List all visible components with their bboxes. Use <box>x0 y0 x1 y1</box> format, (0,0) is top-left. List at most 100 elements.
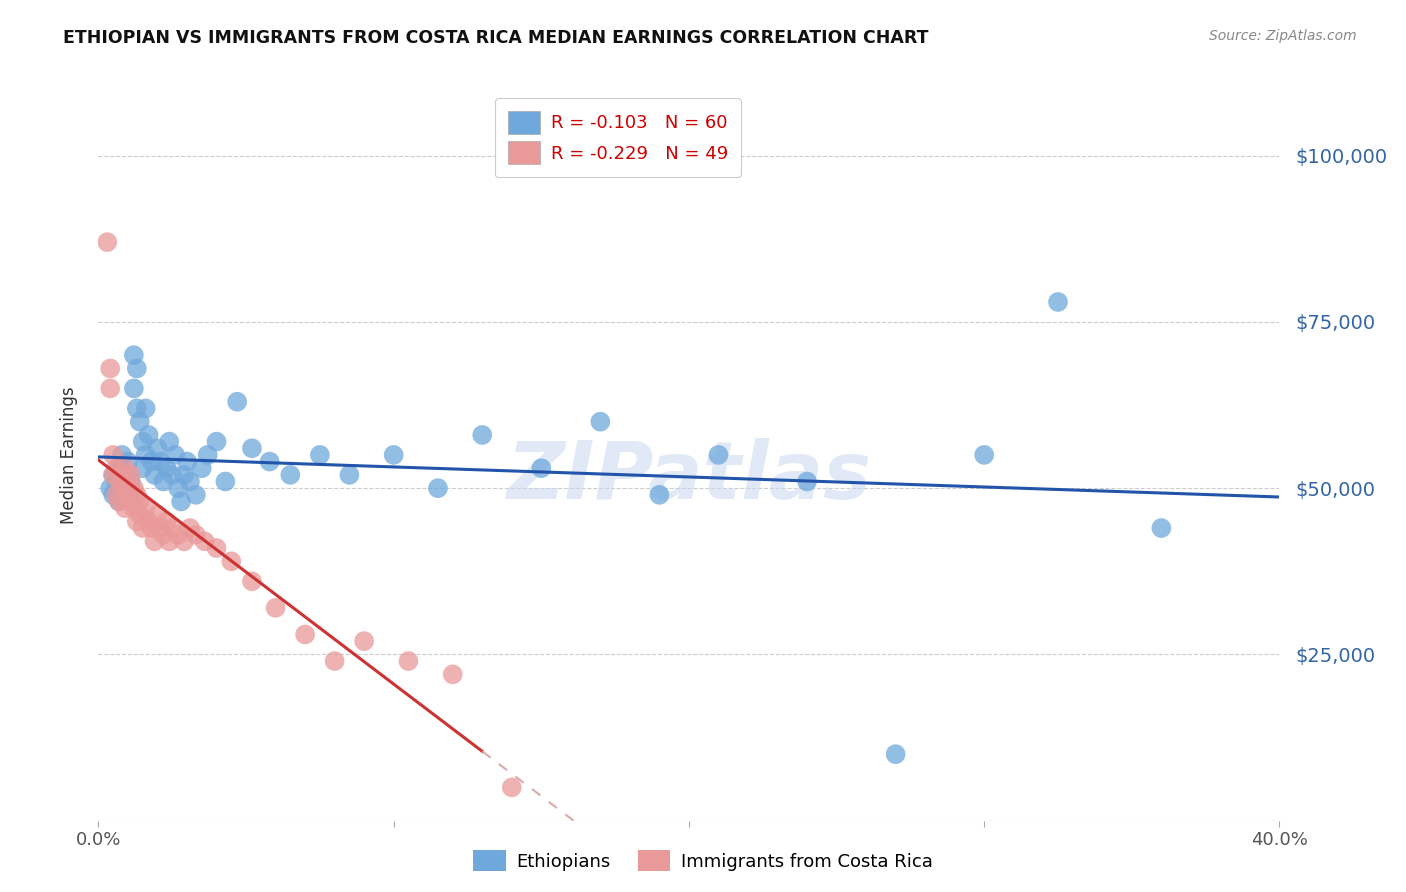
Ethiopians <box>589 415 612 429</box>
Ethiopians <box>122 381 145 395</box>
Ethiopians <box>111 481 134 495</box>
Immigrants from Costa Rica <box>111 467 134 482</box>
Immigrants from Costa Rica <box>108 494 131 508</box>
Immigrants from Costa Rica <box>149 521 172 535</box>
Immigrants from Costa Rica <box>120 467 142 482</box>
Ethiopians <box>135 448 157 462</box>
Ethiopians <box>179 475 201 489</box>
Immigrants from Costa Rica <box>98 361 121 376</box>
Immigrants from Costa Rica <box>122 481 145 495</box>
Ethiopians <box>143 467 166 482</box>
Immigrants from Costa Rica <box>179 521 201 535</box>
Ethiopians <box>382 448 405 462</box>
Ethiopians <box>138 428 160 442</box>
Ethiopians <box>205 434 228 449</box>
Immigrants from Costa Rica <box>114 501 136 516</box>
Ethiopians <box>259 454 281 468</box>
Immigrants from Costa Rica <box>152 527 174 541</box>
Immigrants from Costa Rica <box>103 448 125 462</box>
Ethiopians <box>132 461 155 475</box>
Immigrants from Costa Rica <box>125 515 148 529</box>
Ethiopians <box>796 475 818 489</box>
Ethiopians <box>1150 521 1173 535</box>
Immigrants from Costa Rica <box>141 521 163 535</box>
Ethiopians <box>214 475 236 489</box>
Immigrants from Costa Rica <box>138 515 160 529</box>
Immigrants from Costa Rica <box>128 494 150 508</box>
Ethiopians <box>128 415 150 429</box>
Ethiopians <box>155 461 177 475</box>
Ethiopians <box>162 467 183 482</box>
Ethiopians <box>226 394 249 409</box>
Immigrants from Costa Rica <box>105 461 128 475</box>
Ethiopians <box>309 448 332 462</box>
Ethiopians <box>103 467 125 482</box>
Immigrants from Costa Rica <box>162 521 183 535</box>
Ethiopians <box>125 361 148 376</box>
Ethiopians <box>471 428 494 442</box>
Immigrants from Costa Rica <box>155 515 177 529</box>
Immigrants from Costa Rica <box>221 554 243 568</box>
Ethiopians <box>149 454 172 468</box>
Ethiopians <box>884 747 907 761</box>
Ethiopians <box>165 448 187 462</box>
Immigrants from Costa Rica <box>117 475 139 489</box>
Ethiopians <box>170 494 193 508</box>
Ethiopians <box>648 488 671 502</box>
Ethiopians <box>427 481 450 495</box>
Ethiopians <box>184 488 207 502</box>
Ethiopians <box>122 348 145 362</box>
Immigrants from Costa Rica <box>125 488 148 502</box>
Ethiopians <box>280 467 302 482</box>
Immigrants from Costa Rica <box>105 488 128 502</box>
Immigrants from Costa Rica <box>108 475 131 489</box>
Immigrants from Costa Rica <box>184 527 207 541</box>
Ethiopians <box>1046 295 1070 310</box>
Immigrants from Costa Rica <box>173 534 195 549</box>
Ethiopians <box>173 467 195 482</box>
Ethiopians <box>120 494 142 508</box>
Immigrants from Costa Rica <box>96 235 118 249</box>
Ethiopians <box>167 481 190 495</box>
Ethiopians <box>108 461 131 475</box>
Immigrants from Costa Rica <box>157 534 180 549</box>
Immigrants from Costa Rica <box>205 541 228 555</box>
Immigrants from Costa Rica <box>114 461 136 475</box>
Ethiopians <box>146 442 169 456</box>
Immigrants from Costa Rica <box>194 534 217 549</box>
Ethiopians <box>132 434 155 449</box>
Text: ETHIOPIAN VS IMMIGRANTS FROM COSTA RICA MEDIAN EARNINGS CORRELATION CHART: ETHIOPIAN VS IMMIGRANTS FROM COSTA RICA … <box>63 29 929 46</box>
Legend: Ethiopians, Immigrants from Costa Rica: Ethiopians, Immigrants from Costa Rica <box>465 843 941 879</box>
Ethiopians <box>117 488 139 502</box>
Ethiopians <box>152 475 174 489</box>
Ethiopians <box>105 475 128 489</box>
Ethiopians <box>114 467 136 482</box>
Ethiopians <box>973 448 995 462</box>
Ethiopians <box>176 454 198 468</box>
Immigrants from Costa Rica <box>143 534 166 549</box>
Immigrants from Costa Rica <box>135 501 157 516</box>
Ethiopians <box>530 461 553 475</box>
Ethiopians <box>157 434 180 449</box>
Immigrants from Costa Rica <box>117 488 139 502</box>
Immigrants from Costa Rica <box>132 521 155 535</box>
Legend: R = -0.103   N = 60, R = -0.229   N = 49: R = -0.103 N = 60, R = -0.229 N = 49 <box>495 98 741 178</box>
Text: Source: ZipAtlas.com: Source: ZipAtlas.com <box>1209 29 1357 43</box>
Ethiopians <box>117 454 139 468</box>
Immigrants from Costa Rica <box>441 667 464 681</box>
Ethiopians <box>120 475 142 489</box>
Ethiopians <box>141 454 163 468</box>
Immigrants from Costa Rica <box>111 481 134 495</box>
Immigrants from Costa Rica <box>398 654 420 668</box>
Ethiopians <box>191 461 214 475</box>
Ethiopians <box>103 488 125 502</box>
Ethiopians <box>98 481 121 495</box>
Text: ZIPatlas: ZIPatlas <box>506 438 872 516</box>
Immigrants from Costa Rica <box>128 508 150 522</box>
Ethiopians <box>125 401 148 416</box>
Immigrants from Costa Rica <box>146 508 169 522</box>
Ethiopians <box>240 442 263 456</box>
Immigrants from Costa Rica <box>501 780 523 795</box>
Immigrants from Costa Rica <box>122 501 145 516</box>
Immigrants from Costa Rica <box>103 467 125 482</box>
